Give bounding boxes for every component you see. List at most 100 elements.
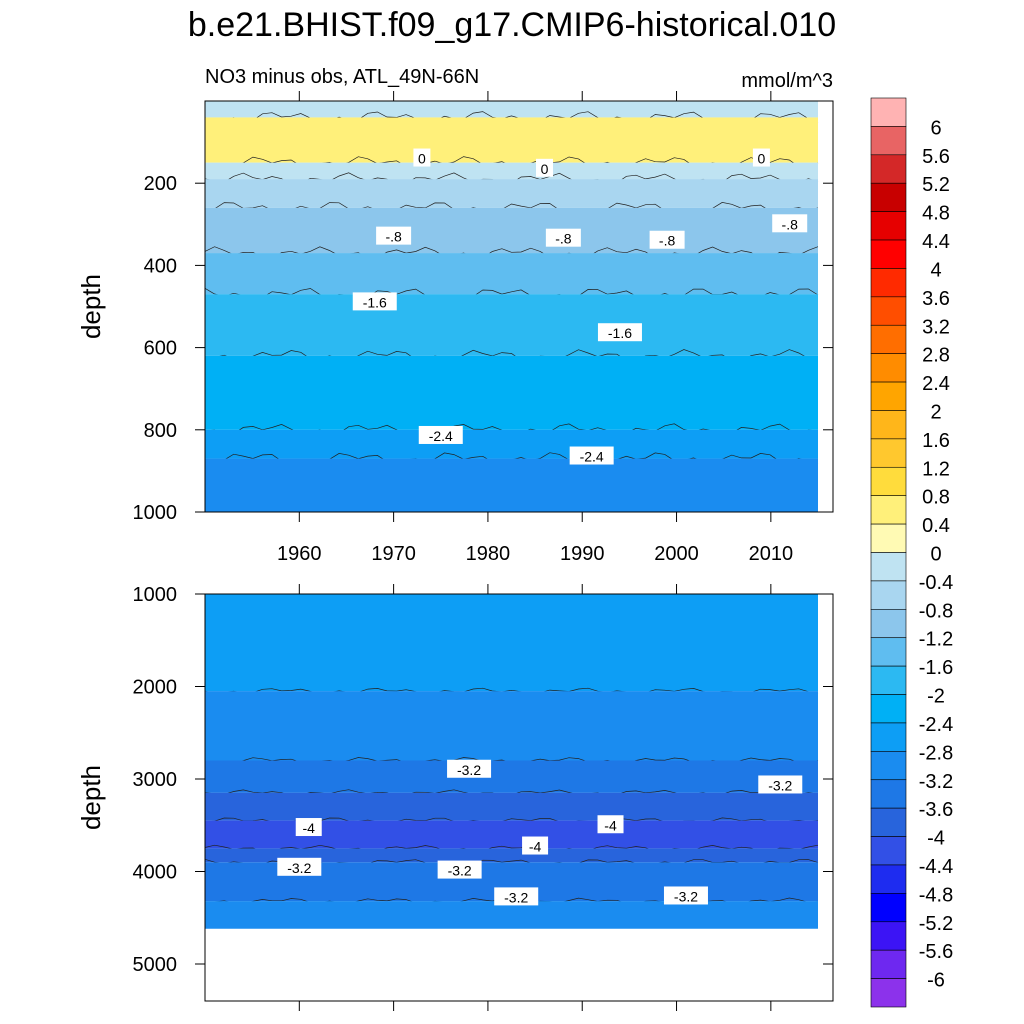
colorbar-label: 1.6 (922, 430, 950, 452)
colorbar-label: 5.2 (922, 174, 950, 196)
colorbar-label: -0.4 (919, 572, 953, 594)
contour-label-box (437, 860, 482, 879)
colorbar-label: -4 (927, 828, 945, 850)
contour-label: 0 (758, 151, 766, 167)
band-0-8 (205, 429, 818, 459)
contour-label-box (597, 323, 642, 342)
colorbar-bin (870, 410, 907, 440)
contour-label: -1.6 (363, 294, 387, 310)
contour-line-1-4 (204, 844, 819, 852)
x-tick-label: 1990 (560, 543, 605, 565)
contour-label: -4 (604, 817, 617, 833)
contour-label-box (772, 214, 808, 233)
band-1-0 (205, 594, 818, 692)
y-axis-label: depth (76, 765, 106, 830)
colorbar-label: 4.4 (922, 231, 950, 253)
contour-label: -3.2 (448, 863, 472, 879)
contour-label-box (536, 158, 554, 177)
contour-label-box (569, 446, 614, 465)
colorbar-label: -6 (927, 970, 945, 992)
contour-label-box (447, 759, 492, 778)
contour-label: -3.2 (768, 777, 792, 793)
x-tick-label: 1970 (371, 543, 416, 565)
upper-panel: 200 400 600 800 1000 1960 1970 1980 1990 2000 2010… (76, 91, 834, 565)
band-1-3 (205, 792, 818, 821)
colorbar-bin (870, 296, 907, 326)
colorbar-label: 0 (930, 544, 941, 566)
contour-label: -3.2 (457, 762, 481, 778)
colorbar-bin (870, 864, 907, 894)
contour-label: -3.2 (504, 889, 528, 905)
colorbar-bin (870, 182, 907, 212)
panel-subtitle: NO3 minus obs, ATL_49N-66N (205, 66, 479, 88)
contour-label-box (494, 887, 539, 906)
colorbar-label: 4.8 (922, 203, 950, 225)
contour-label-box (649, 230, 685, 249)
colorbar-bin (870, 665, 907, 695)
colorbar-bin (870, 324, 907, 354)
colorbar-label: -2 (927, 686, 945, 708)
colorbar-label: 0.4 (922, 515, 950, 537)
colorbar-bin (870, 239, 907, 269)
y-axis-label: depth (76, 274, 106, 339)
band-0-2 (205, 162, 818, 180)
colorbar: 6 5.6 5.2 4.8 4.4 4 3.6 3.2 2.8 2.4 2 1.6 1.2 0.8 0.4 0… (870, 97, 953, 1008)
colorbar-label: 2.8 (922, 345, 950, 367)
band-1-2 (205, 760, 818, 793)
contour-label: -2.4 (429, 428, 453, 444)
x-tick-label: 1980 (466, 543, 511, 565)
colorbar-bin (870, 580, 907, 610)
colorbar-label: 6 (930, 117, 941, 139)
colorbar-label: 0.8 (922, 487, 950, 509)
y-tick-label: 600 (144, 338, 177, 360)
contour-label-box (352, 292, 397, 311)
y-tick-label: 5000 (133, 954, 178, 976)
colorbar-label: -5.6 (919, 941, 953, 963)
colorbar-bin (870, 637, 907, 667)
colorbar-bin (870, 552, 907, 582)
contour-label-box (413, 148, 431, 167)
contour-label: -1.6 (608, 325, 632, 341)
band-0-0 (205, 101, 818, 118)
colorbar-bin (870, 495, 907, 525)
colorbar-bin (870, 836, 907, 866)
colorbar-label: 4 (930, 259, 941, 281)
y-tick-label: 4000 (133, 862, 178, 884)
contour-label-box (418, 425, 463, 444)
colorbar-label: 2.4 (922, 373, 950, 395)
colorbar-bin (870, 921, 907, 951)
colorbar-bin (870, 779, 907, 809)
contour-label: -3.2 (287, 860, 311, 876)
colorbar-label: -1.2 (919, 629, 953, 651)
band-1-5 (205, 848, 818, 863)
lower-panel: 1000 2000 3000 4000 5000 depth -3.2 -3.2 -4 -4 -4 -… (76, 584, 834, 1011)
units-label: mmol/m^3 (741, 70, 833, 92)
contour-label: -.8 (659, 233, 676, 249)
colorbar-label: 2 (930, 401, 941, 423)
contour-label-box (522, 836, 549, 855)
colorbar-label: 3.2 (922, 316, 950, 338)
y-tick-label: 400 (144, 255, 177, 277)
colorbar-label: 3.6 (922, 288, 950, 310)
colorbar-label: -2.8 (919, 742, 953, 764)
plot-frame (204, 100, 834, 513)
x-tick-label: 2010 (749, 543, 794, 565)
contour-label: 0 (418, 151, 426, 167)
colorbar-label: -1.6 (919, 657, 953, 679)
colorbar-bin (870, 438, 907, 468)
contour-label-box (597, 815, 624, 834)
colorbar-bin (870, 978, 907, 1008)
colorbar-label: -4.8 (919, 884, 953, 906)
contour-label-box (545, 228, 581, 247)
colorbar-bin (870, 97, 907, 127)
plot-frame (204, 593, 834, 1002)
colorbar-label: 5.6 (922, 146, 950, 168)
colorbar-label: -0.8 (919, 600, 953, 622)
contour-label: -2.4 (580, 449, 604, 465)
contour-label-box (277, 857, 322, 876)
contour-label: -4 (529, 839, 542, 855)
x-tick-label: 2000 (654, 543, 699, 565)
band-0-deep (205, 458, 818, 512)
colorbar-label: -5.2 (919, 913, 953, 935)
